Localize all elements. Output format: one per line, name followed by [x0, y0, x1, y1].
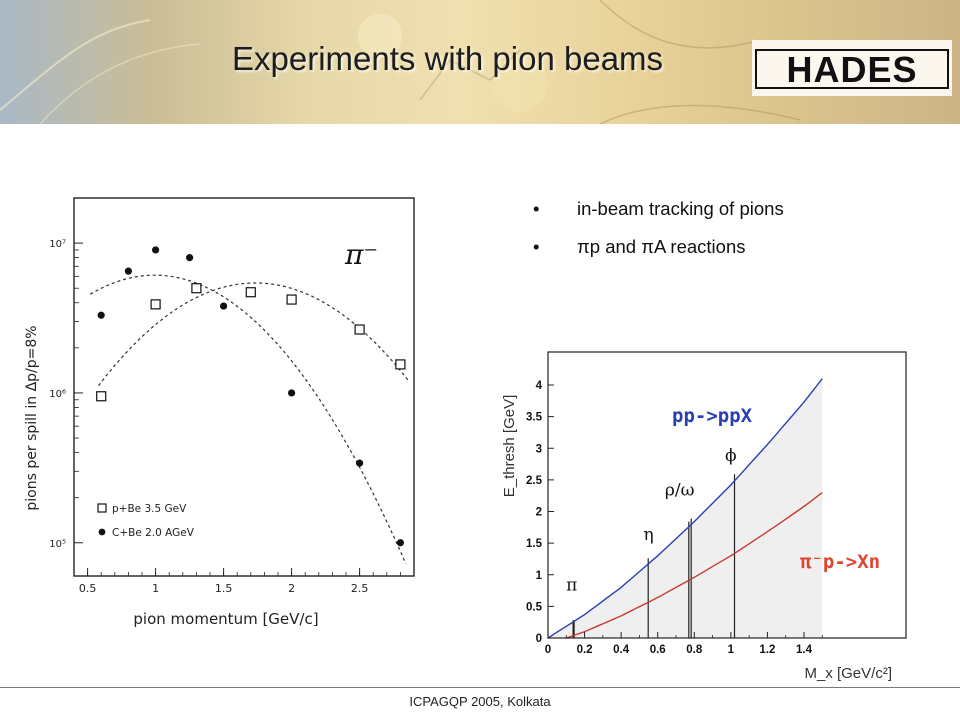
x-tick-label: 0.4 [613, 644, 630, 656]
header-banner: Experiments with pion beams HADES [0, 0, 960, 124]
banner-decoration [0, 0, 801, 124]
data-point-dot [124, 267, 132, 275]
plot-frame [547, 351, 907, 639]
y-tick-label: 2 [536, 507, 542, 519]
data-point-dot [288, 389, 296, 397]
legend-entry-pbe: p+Be 3.5 GeV [112, 503, 187, 515]
reaction-label-pp: pp->ppX [672, 405, 753, 427]
plot-frame [73, 197, 415, 577]
pion-yield-chart: 0.5 1 1.5 2 2.5 10⁵ 10⁶ 10⁷ pions per spill in … [24, 197, 415, 628]
bullet-dot-icon: • [533, 198, 540, 219]
reaction-label-pion: π⁻p->Xn [800, 551, 880, 573]
legend: p+Be 3.5 GeV C+Be 2.0 AGeV [97, 503, 195, 539]
legend-marker-dot [98, 528, 106, 536]
data-point-dot [186, 254, 194, 262]
hades-logo-text: HADES [786, 49, 917, 90]
curve-pp-ppX [547, 378, 823, 639]
particle-label: ϕ [725, 446, 737, 466]
particle-label: η [643, 525, 653, 545]
bullet-text: πp and πA reactions [577, 236, 746, 257]
y-tick-label: 3.5 [526, 412, 543, 424]
legend-marker-square [97, 503, 107, 513]
bullet-dot-icon: • [533, 236, 540, 257]
y-tick-label: 2.5 [526, 475, 543, 487]
data-point-square [96, 391, 107, 402]
hades-logo: HADES [752, 40, 952, 96]
x-tick-label: 1 [152, 582, 159, 595]
data-point-square [191, 283, 202, 294]
x-axis-label: pion momentum [GeV/c] [133, 610, 318, 628]
data-point-square [286, 294, 297, 305]
y-axis-label: pions per spill in Δp/p=8% [24, 325, 40, 510]
y-tick-label: 0.5 [526, 601, 543, 613]
y-tick-label: 0 [536, 633, 542, 645]
footer-divider [0, 687, 960, 688]
data-point-dot [220, 302, 228, 310]
x-tick-label: 0 [545, 644, 551, 656]
y-tick-label: 4 [536, 380, 543, 392]
data-point-dot [97, 311, 105, 319]
x-tick-label: 0.8 [686, 644, 703, 656]
data-point-square [354, 324, 365, 335]
y-axis-label: E_thresh [GeV] [501, 395, 518, 498]
y-tick-label: 1.5 [526, 538, 543, 550]
data-point-square [395, 359, 406, 370]
y-tick-label: 3 [536, 443, 542, 455]
y-tick-label: 10⁷ [49, 239, 66, 250]
footer-text: ICPAGQP 2005, Kolkata [409, 694, 551, 709]
particle-label: ρ/ω [665, 481, 695, 501]
x-tick-label: 0.5 [79, 582, 97, 595]
x-tick-label: 0.2 [577, 644, 593, 656]
particle-label: π [566, 576, 577, 596]
curve-pion-xn [566, 491, 823, 639]
x-tick-label: 2 [288, 582, 295, 595]
slide-title: Experiments with pion beams [232, 40, 664, 77]
y-axis-ticks-group: 0.5 1 1.5 2 2.5 10⁵ 10⁶ 10⁷ [49, 239, 401, 595]
data-point-dot [396, 539, 404, 547]
x-tick-label: 1 [728, 644, 735, 656]
curve-cbe [90, 274, 407, 564]
x-tick-label: 0.6 [650, 644, 666, 656]
bullet-text: in-beam tracking of pions [577, 198, 784, 219]
x-axis-label: M_x [GeV/c²] [804, 665, 892, 682]
axis-ticks-group: 0 0.2 0.4 0.6 0.8 1 1.2 1.4 0 0.5 1 1.5 2 2.5 3 3.5 4 [526, 380, 823, 656]
data-point-square [245, 287, 256, 298]
shaded-region [548, 378, 823, 638]
data-point-dot [356, 459, 364, 467]
y-tick-label: 10⁶ [49, 389, 66, 400]
y-tick-label: 10⁵ [49, 539, 66, 550]
legend-entry-cbe: C+Be 2.0 AGeV [112, 527, 195, 539]
threshold-energy-chart: 0 0.2 0.4 0.6 0.8 1 1.2 1.4 0 0.5 1 1.5 2 2.5 3 3.5 4 π η… [501, 351, 907, 682]
x-tick-label: 2.5 [351, 582, 369, 595]
pi-minus-annotation: π⁻ [344, 238, 378, 271]
y-tick-label: 1 [536, 570, 543, 582]
x-tick-label: 1.2 [759, 644, 775, 656]
data-point-square [150, 299, 161, 310]
x-tick-label: 1.5 [215, 582, 233, 595]
data-point-dot [152, 246, 160, 254]
x-tick-label: 1.4 [796, 644, 813, 656]
